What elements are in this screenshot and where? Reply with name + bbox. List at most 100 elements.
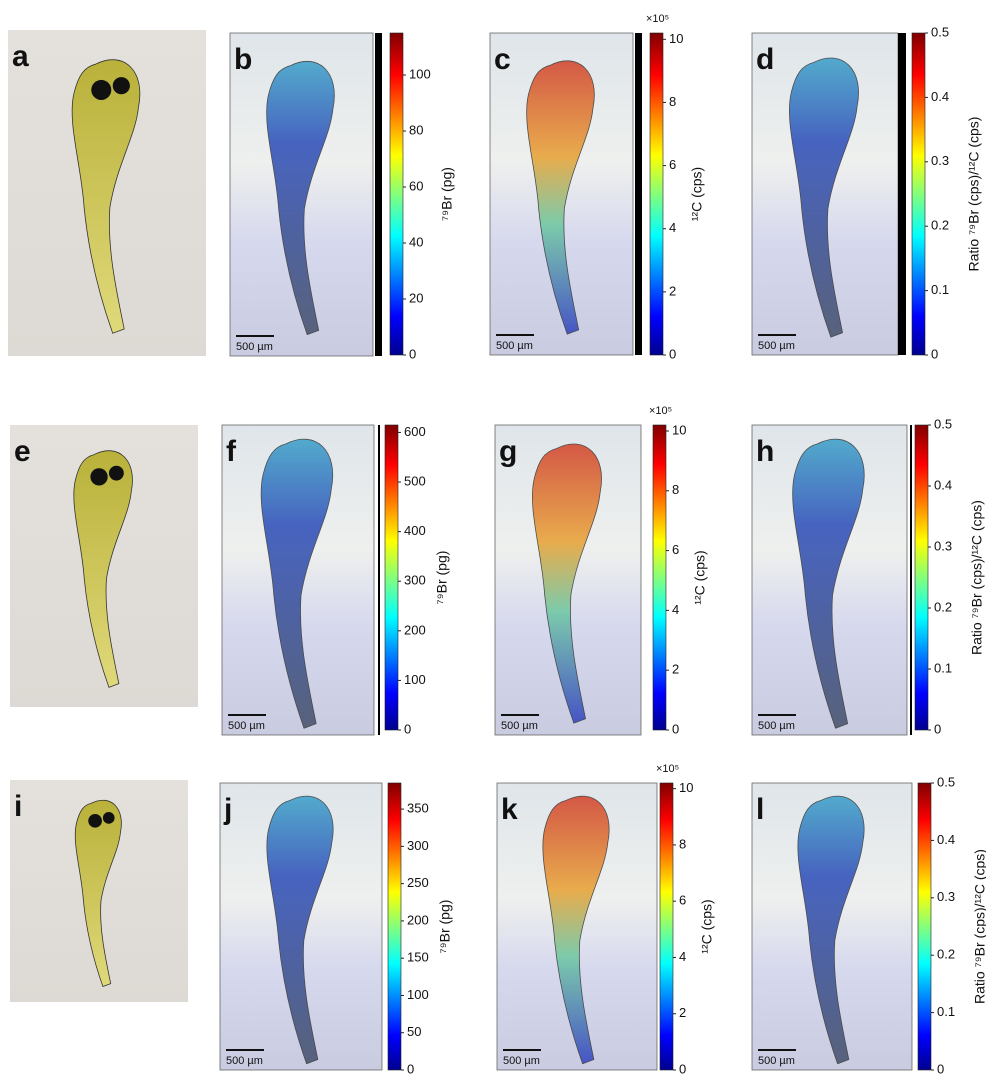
colorbar-tick-label: 0.1 — [937, 1004, 955, 1019]
colorbar-tick-label: 0 — [407, 1061, 414, 1075]
colorbar-tick-label: 8 — [679, 836, 686, 851]
panel-letter: i — [14, 790, 22, 823]
colorbar-tick-label: 0 — [669, 346, 676, 361]
colorbar-tick-label: 0 — [931, 346, 938, 361]
colorbar-tick-label: 0 — [937, 1061, 944, 1075]
colorbar-tick-label: 80 — [409, 122, 423, 137]
colorbar-tick-label: 0.2 — [934, 599, 952, 614]
scale-bar-label: 500 µm — [758, 720, 795, 732]
colorbar-tick-label: 20 — [409, 290, 423, 305]
eye — [90, 468, 107, 485]
colorbar-tick-label: 0.2 — [937, 947, 955, 962]
colorbar-tick-label: 100 — [409, 66, 431, 81]
colorbar-tick-label: 0.1 — [931, 282, 949, 297]
eye — [91, 80, 111, 100]
colorbar-tick-label: 0.3 — [934, 538, 952, 553]
colorbar-tick-label: 10 — [672, 422, 686, 437]
colorbar-tick-label: 2 — [672, 662, 679, 677]
colorbar-tick-label: 4 — [679, 949, 686, 964]
colorbar-tick-label: 400 — [404, 523, 426, 538]
colorbar-tick-label: 0 — [404, 721, 411, 736]
colorbar-tick-label: 8 — [669, 94, 676, 109]
colorbar-tick-label: 10 — [669, 31, 683, 46]
colorbar-label: Ratio ⁷⁹Br (cps)/¹²C (cps) — [972, 849, 986, 1004]
colorbar-tick-label: 0 — [934, 721, 941, 736]
scale-bar-label: 500 µm — [501, 720, 538, 732]
colorbar — [650, 33, 663, 355]
colorbar-tick-label: 200 — [404, 622, 426, 637]
panel: a — [8, 30, 206, 356]
panel-letter: a — [12, 40, 29, 73]
scale-bar-label: 500 µm — [236, 341, 273, 353]
scale-bar-label: 500 µm — [758, 1055, 795, 1067]
colorbar-label: ⁷⁹Br (pg) — [437, 900, 453, 954]
panel-letter: g — [499, 435, 517, 468]
side-strip — [910, 425, 912, 735]
eye — [103, 812, 115, 824]
colorbar-label: Ratio ⁷⁹Br (cps)/¹²C (cps) — [966, 117, 982, 272]
colorbar-tick-label: 4 — [672, 602, 679, 617]
colorbar-tick-label: 0.5 — [937, 774, 955, 789]
colorbar — [390, 33, 403, 355]
colorbar-tick-label: 0.5 — [934, 416, 952, 431]
colorbar-tick-label: 0.4 — [931, 89, 949, 104]
colorbar-tick-label: 6 — [679, 893, 686, 908]
colorbar-tick-label: 200 — [407, 912, 429, 927]
panel-letter: j — [223, 793, 232, 826]
panel-letter: l — [756, 793, 764, 826]
scale-bar-label: 500 µm — [226, 1055, 263, 1067]
panel: i — [10, 780, 188, 1002]
colorbar-label: Ratio ⁷⁹Br (cps)/¹²C (cps) — [969, 500, 985, 655]
colorbar-label: ⁷⁹Br (pg) — [434, 551, 450, 605]
colorbar-tick-label: 350 — [407, 801, 429, 816]
colorbar-label: ⁷⁹Br (pg) — [439, 167, 455, 221]
eye — [113, 77, 130, 94]
panel-letter: b — [234, 43, 252, 76]
colorbar-tick-label: 4 — [669, 220, 676, 235]
side-strip — [898, 33, 906, 355]
colorbar-multiplier: ×10⁵ — [656, 763, 679, 775]
colorbar-multiplier: ×10⁵ — [649, 405, 672, 417]
colorbar-tick-label: 0.5 — [931, 24, 949, 39]
colorbar-tick-label: 50 — [407, 1024, 421, 1039]
side-strip — [635, 33, 642, 355]
colorbar-tick-label: 8 — [672, 482, 679, 497]
panel: j500 µm050100150200250300350⁷⁹Br (pg) — [220, 783, 453, 1075]
panel: e — [10, 425, 198, 707]
eye — [109, 466, 124, 481]
colorbar-tick-label: 0 — [409, 346, 416, 361]
colorbar-tick-label: 2 — [669, 283, 676, 298]
panel-letter: c — [494, 43, 511, 76]
colorbar-label: ¹²C (cps) — [692, 550, 708, 604]
scale-bar-label: 500 µm — [758, 340, 795, 352]
side-strip — [378, 425, 380, 735]
colorbar — [918, 783, 931, 1070]
panel-letter: k — [501, 793, 518, 826]
colorbar-tick-label: 60 — [409, 178, 423, 193]
eye — [88, 814, 102, 828]
side-strip — [375, 33, 382, 356]
colorbar — [388, 783, 401, 1070]
colorbar-tick-label: 300 — [407, 838, 429, 853]
colorbar-multiplier: ×10⁵ — [646, 13, 669, 25]
colorbar-tick-label: 6 — [672, 542, 679, 557]
panel-letter: f — [226, 435, 237, 468]
colorbar-tick-label: 0.4 — [934, 477, 952, 492]
colorbar-tick-label: 0.3 — [931, 153, 949, 168]
colorbar-label: ¹²C (cps) — [689, 167, 705, 221]
colorbar-tick-label: 0.4 — [937, 832, 955, 847]
colorbar — [653, 425, 666, 730]
colorbar-tick-label: 600 — [404, 424, 426, 439]
colorbar-tick-label: 150 — [407, 950, 429, 965]
colorbar-tick-label: 100 — [404, 672, 426, 687]
colorbar-tick-label: 250 — [407, 875, 429, 890]
scale-bar-label: 500 µm — [503, 1055, 540, 1067]
figure: ab500 µm020406080100⁷⁹Br (pg)c500 µm0246… — [0, 0, 986, 1075]
colorbar-tick-label: 500 — [404, 473, 426, 488]
